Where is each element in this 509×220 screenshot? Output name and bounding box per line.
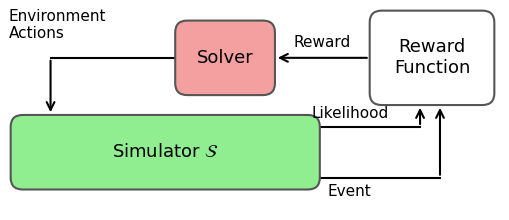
- FancyBboxPatch shape: [11, 115, 319, 189]
- Text: Event: Event: [327, 183, 371, 198]
- Text: Environment
Actions: Environment Actions: [9, 9, 106, 41]
- Text: Solver: Solver: [196, 49, 253, 67]
- Text: Reward: Reward: [293, 35, 350, 50]
- Text: Reward
Function: Reward Function: [393, 38, 469, 77]
- Text: Simulator $\mathcal{S}$: Simulator $\mathcal{S}$: [111, 143, 218, 161]
- FancyBboxPatch shape: [175, 20, 274, 95]
- Text: Likelihood: Likelihood: [310, 106, 388, 121]
- FancyBboxPatch shape: [369, 11, 493, 105]
